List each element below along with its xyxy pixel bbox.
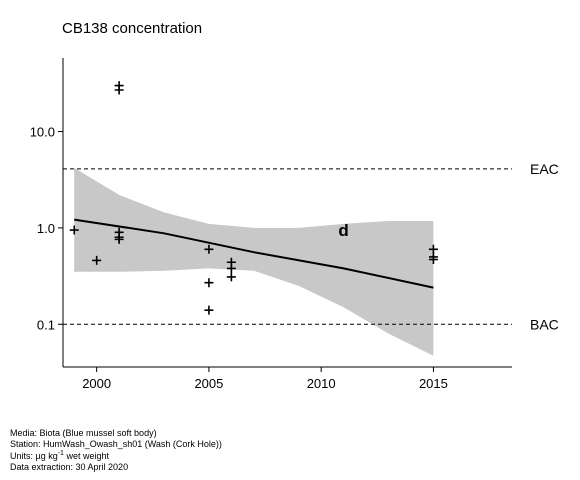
footer: Media: Biota (Blue mussel soft body) Sta… [10,428,222,472]
data-point-12 [226,272,236,282]
data-point-7 [204,244,214,254]
units-prefix: Units: [10,451,36,461]
reference-label-eac: EAC [530,161,559,177]
points-layer [69,81,438,315]
confidence-band [74,167,434,356]
x-tick-label-1: 2005 [194,376,223,391]
units-value: µg kg [35,451,58,461]
y-tick-label-1: 1.0 [37,221,55,236]
units-suffix: wet weight [63,451,109,461]
data-point-0 [69,225,79,235]
point-annotation-0: d [338,221,348,240]
footer-station: Station: HumWash_Owash_sh01 (Wash (Cork … [10,438,222,449]
units-exponent: -1 [57,450,64,457]
annotations-layer: d [338,221,348,240]
data-point-13 [428,244,438,254]
reference-label-bac: BAC [530,316,559,332]
data-point-1 [92,255,102,265]
trend-layer [74,218,434,289]
footer-extraction: Data extraction: 30 April 2020 [10,461,129,472]
reference-lines-layer: EAC BAC [63,161,559,332]
x-tick-label-3: 2015 [419,376,448,391]
data-point-8 [204,278,214,288]
x-tick-label-2: 2010 [307,376,336,391]
chart: CB138 concentration EAC BAC d 0.1 1.0 10.0 2… [30,20,559,391]
chart-title: CB138 concentration [62,20,202,37]
x-tick-label-0: 2000 [82,376,111,391]
axes-layer: 0.1 1.0 10.0 2000 2005 2010 2015 [30,58,512,391]
data-point-11 [226,263,236,273]
footer-units: Units: µg kg-1 wet weight [10,449,222,462]
trend-line [74,218,434,289]
footer-media: Media: Biota (Blue mussel soft body) [10,428,157,438]
data-point-3 [114,85,124,95]
confidence-band-layer [74,167,434,356]
y-tick-label-0: 0.1 [37,317,55,332]
data-point-9 [204,305,214,315]
y-tick-label-2: 10.0 [30,125,55,140]
data-point-6 [114,234,124,244]
data-point-15 [428,254,438,264]
